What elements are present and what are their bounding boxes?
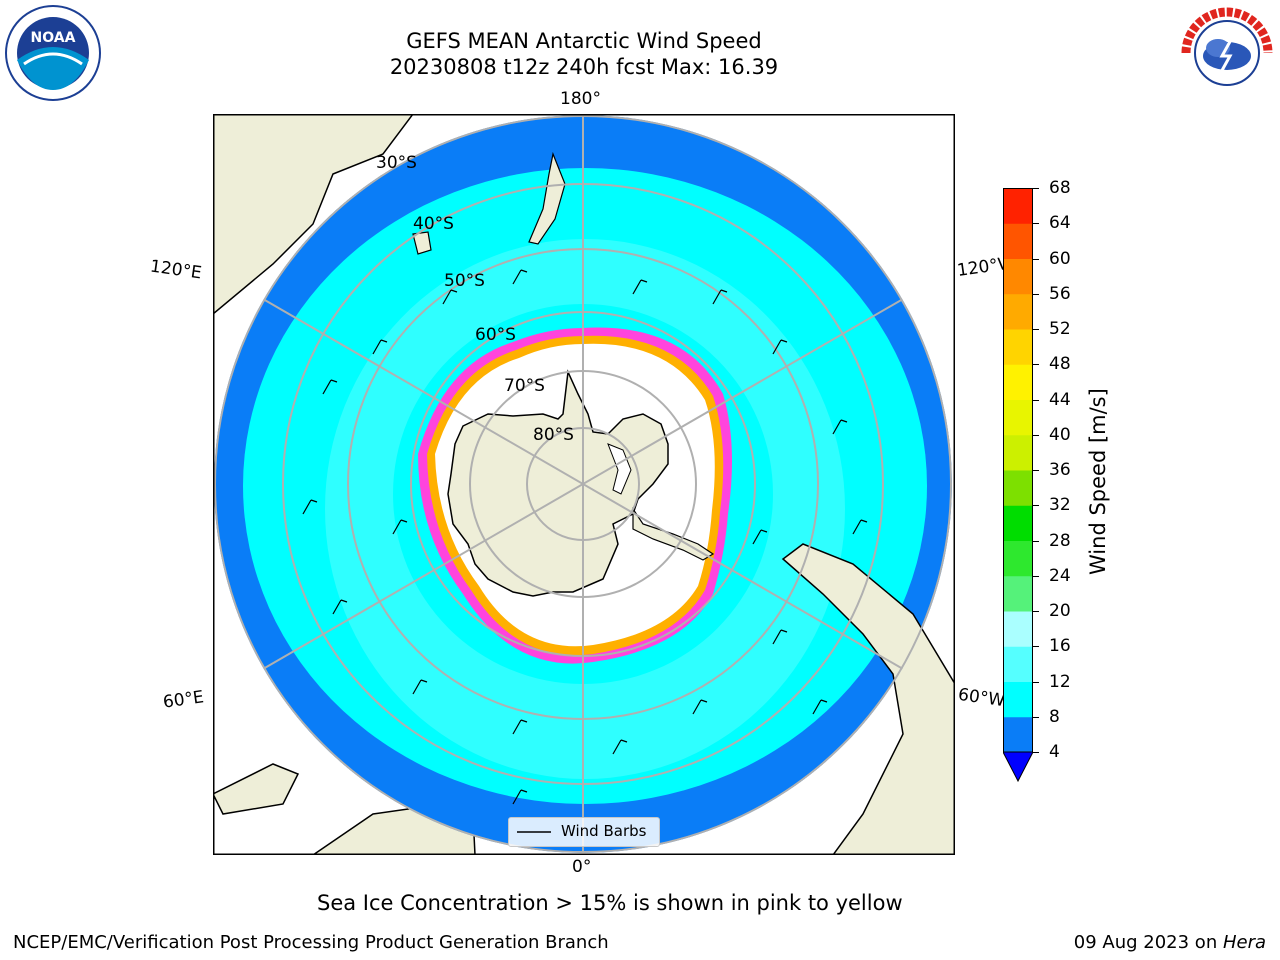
lat-label-50s: 50°S (444, 271, 485, 291)
footer-right: 09 Aug 2023 on Hera (1074, 932, 1266, 953)
map-panel (213, 114, 955, 855)
wind-barbs (302, 269, 868, 805)
colorbar-tick-label: 36 (1049, 460, 1071, 480)
colorbar (1002, 188, 1034, 784)
colorbar-tick-label: 68 (1049, 178, 1071, 198)
colorbar-tick-mark (1033, 293, 1039, 295)
colorbar-tick-label: 20 (1049, 601, 1071, 621)
colorbar-tick-mark (1033, 258, 1039, 260)
colorbar-tick-mark (1033, 681, 1039, 683)
colorbar-tick-mark (1033, 329, 1039, 330)
colorbar-tick-mark (1033, 575, 1039, 577)
colorbar-cell (1003, 575, 1033, 612)
nws-logo (1178, 4, 1276, 102)
colorbar-cell (1003, 681, 1033, 718)
lon-label-180: 180° (560, 89, 601, 109)
colorbar-svg (1002, 188, 1034, 783)
lon-label-0: 0° (572, 857, 592, 877)
graticule (214, 115, 952, 853)
colorbar-extend-arrow (1002, 751, 1034, 783)
antarctica-land (447, 369, 669, 597)
colorbar-tick-label: 4 (1049, 742, 1060, 762)
colorbar-label: Wind Speed [m/s] (1086, 388, 1110, 575)
colorbar-cell (1003, 258, 1033, 295)
footer-left: NCEP/EMC/Verification Post Processing Pr… (13, 932, 609, 953)
colorbar-cell (1003, 646, 1033, 682)
lat-label-60s: 60°S (475, 325, 516, 345)
colorbar-tick-label: 56 (1049, 283, 1071, 304)
colorbar-tick-mark (1033, 716, 1039, 718)
colorbar-tick-mark (1033, 752, 1039, 753)
colorbar-cell (1003, 540, 1033, 577)
footer-machine: Hera (1222, 932, 1266, 953)
footer-date: 09 Aug 2023 on (1073, 932, 1223, 953)
caption: Sea Ice Concentration > 15% is shown in … (317, 891, 903, 915)
colorbar-tick-mark (1033, 470, 1039, 471)
colorbar-cell (1003, 293, 1033, 330)
colorbar-tick-mark (1033, 540, 1039, 542)
lon-label-120e: 120°E (148, 256, 203, 284)
nz-land (528, 151, 566, 245)
colorbar-cell (1003, 329, 1033, 365)
colorbar-tick-label: 52 (1049, 319, 1071, 339)
noaa-logo-text: NOAA (31, 30, 76, 46)
colorbar-tick-label: 60 (1049, 248, 1071, 269)
colorbar-cell (1003, 505, 1033, 541)
colorbar-tick-mark (1033, 434, 1039, 436)
colorbar-tick-mark (1033, 646, 1039, 648)
chart-subtitle: 20230808 t12z 240h fcst Max: 16.39 (389, 55, 779, 79)
chart-title: GEFS MEAN Antarctic Wind Speed (406, 29, 762, 53)
colorbar-tick-mark (1033, 364, 1039, 366)
colorbar-tick-label: 40 (1049, 424, 1071, 445)
colorbar-tick-mark (1033, 223, 1039, 225)
colorbar-ticks: 4 8 12 16 20 24 28 32 36 40 44 48 52 56 60 64 68 (1033, 178, 1093, 762)
colorbar-tick-label: 12 (1049, 671, 1071, 692)
lat-label-30s: 30°S (376, 153, 417, 173)
colorbar-cell (1003, 364, 1033, 400)
colorbar-tick-mark (1033, 188, 1039, 189)
noaa-logo: NOAA (4, 4, 102, 102)
colorbar-tick-mark (1033, 611, 1039, 612)
colorbar-tick-label: 32 (1049, 495, 1071, 516)
colorbar-tick-mark (1033, 399, 1039, 401)
australia-land (213, 114, 414, 315)
colorbar-tick-label: 24 (1049, 565, 1071, 586)
colorbar-cell (1003, 223, 1033, 259)
lat-label-70s: 70°S (504, 376, 545, 396)
colorbar-cell (1003, 470, 1033, 506)
colorbar-tick-label: 16 (1049, 636, 1071, 657)
colorbar-tick-label: 48 (1049, 354, 1071, 375)
lon-label-60e: 60°E (161, 687, 206, 713)
legend-label: Wind Barbs (561, 822, 647, 840)
colorbar-cell (1003, 611, 1033, 647)
colorbar-tick-label: 64 (1049, 213, 1071, 234)
colorbar-tick-label: 44 (1049, 389, 1071, 410)
colorbar-tick-label: 28 (1049, 530, 1071, 551)
lon-label-60w: 60°W (956, 684, 1007, 712)
colorbar-cell (1003, 188, 1033, 224)
lat-label-80s: 80°S (533, 425, 574, 445)
polar-map (213, 114, 955, 855)
colorbar-cell (1003, 434, 1033, 471)
lat-label-40s: 40°S (413, 214, 454, 234)
colorbar-cell (1003, 716, 1033, 753)
map-legend: Wind Barbs (508, 817, 660, 847)
colorbar-tick-mark (1033, 505, 1039, 507)
colorbar-tick-label: 8 (1049, 706, 1060, 727)
colorbar-cell (1003, 399, 1033, 436)
